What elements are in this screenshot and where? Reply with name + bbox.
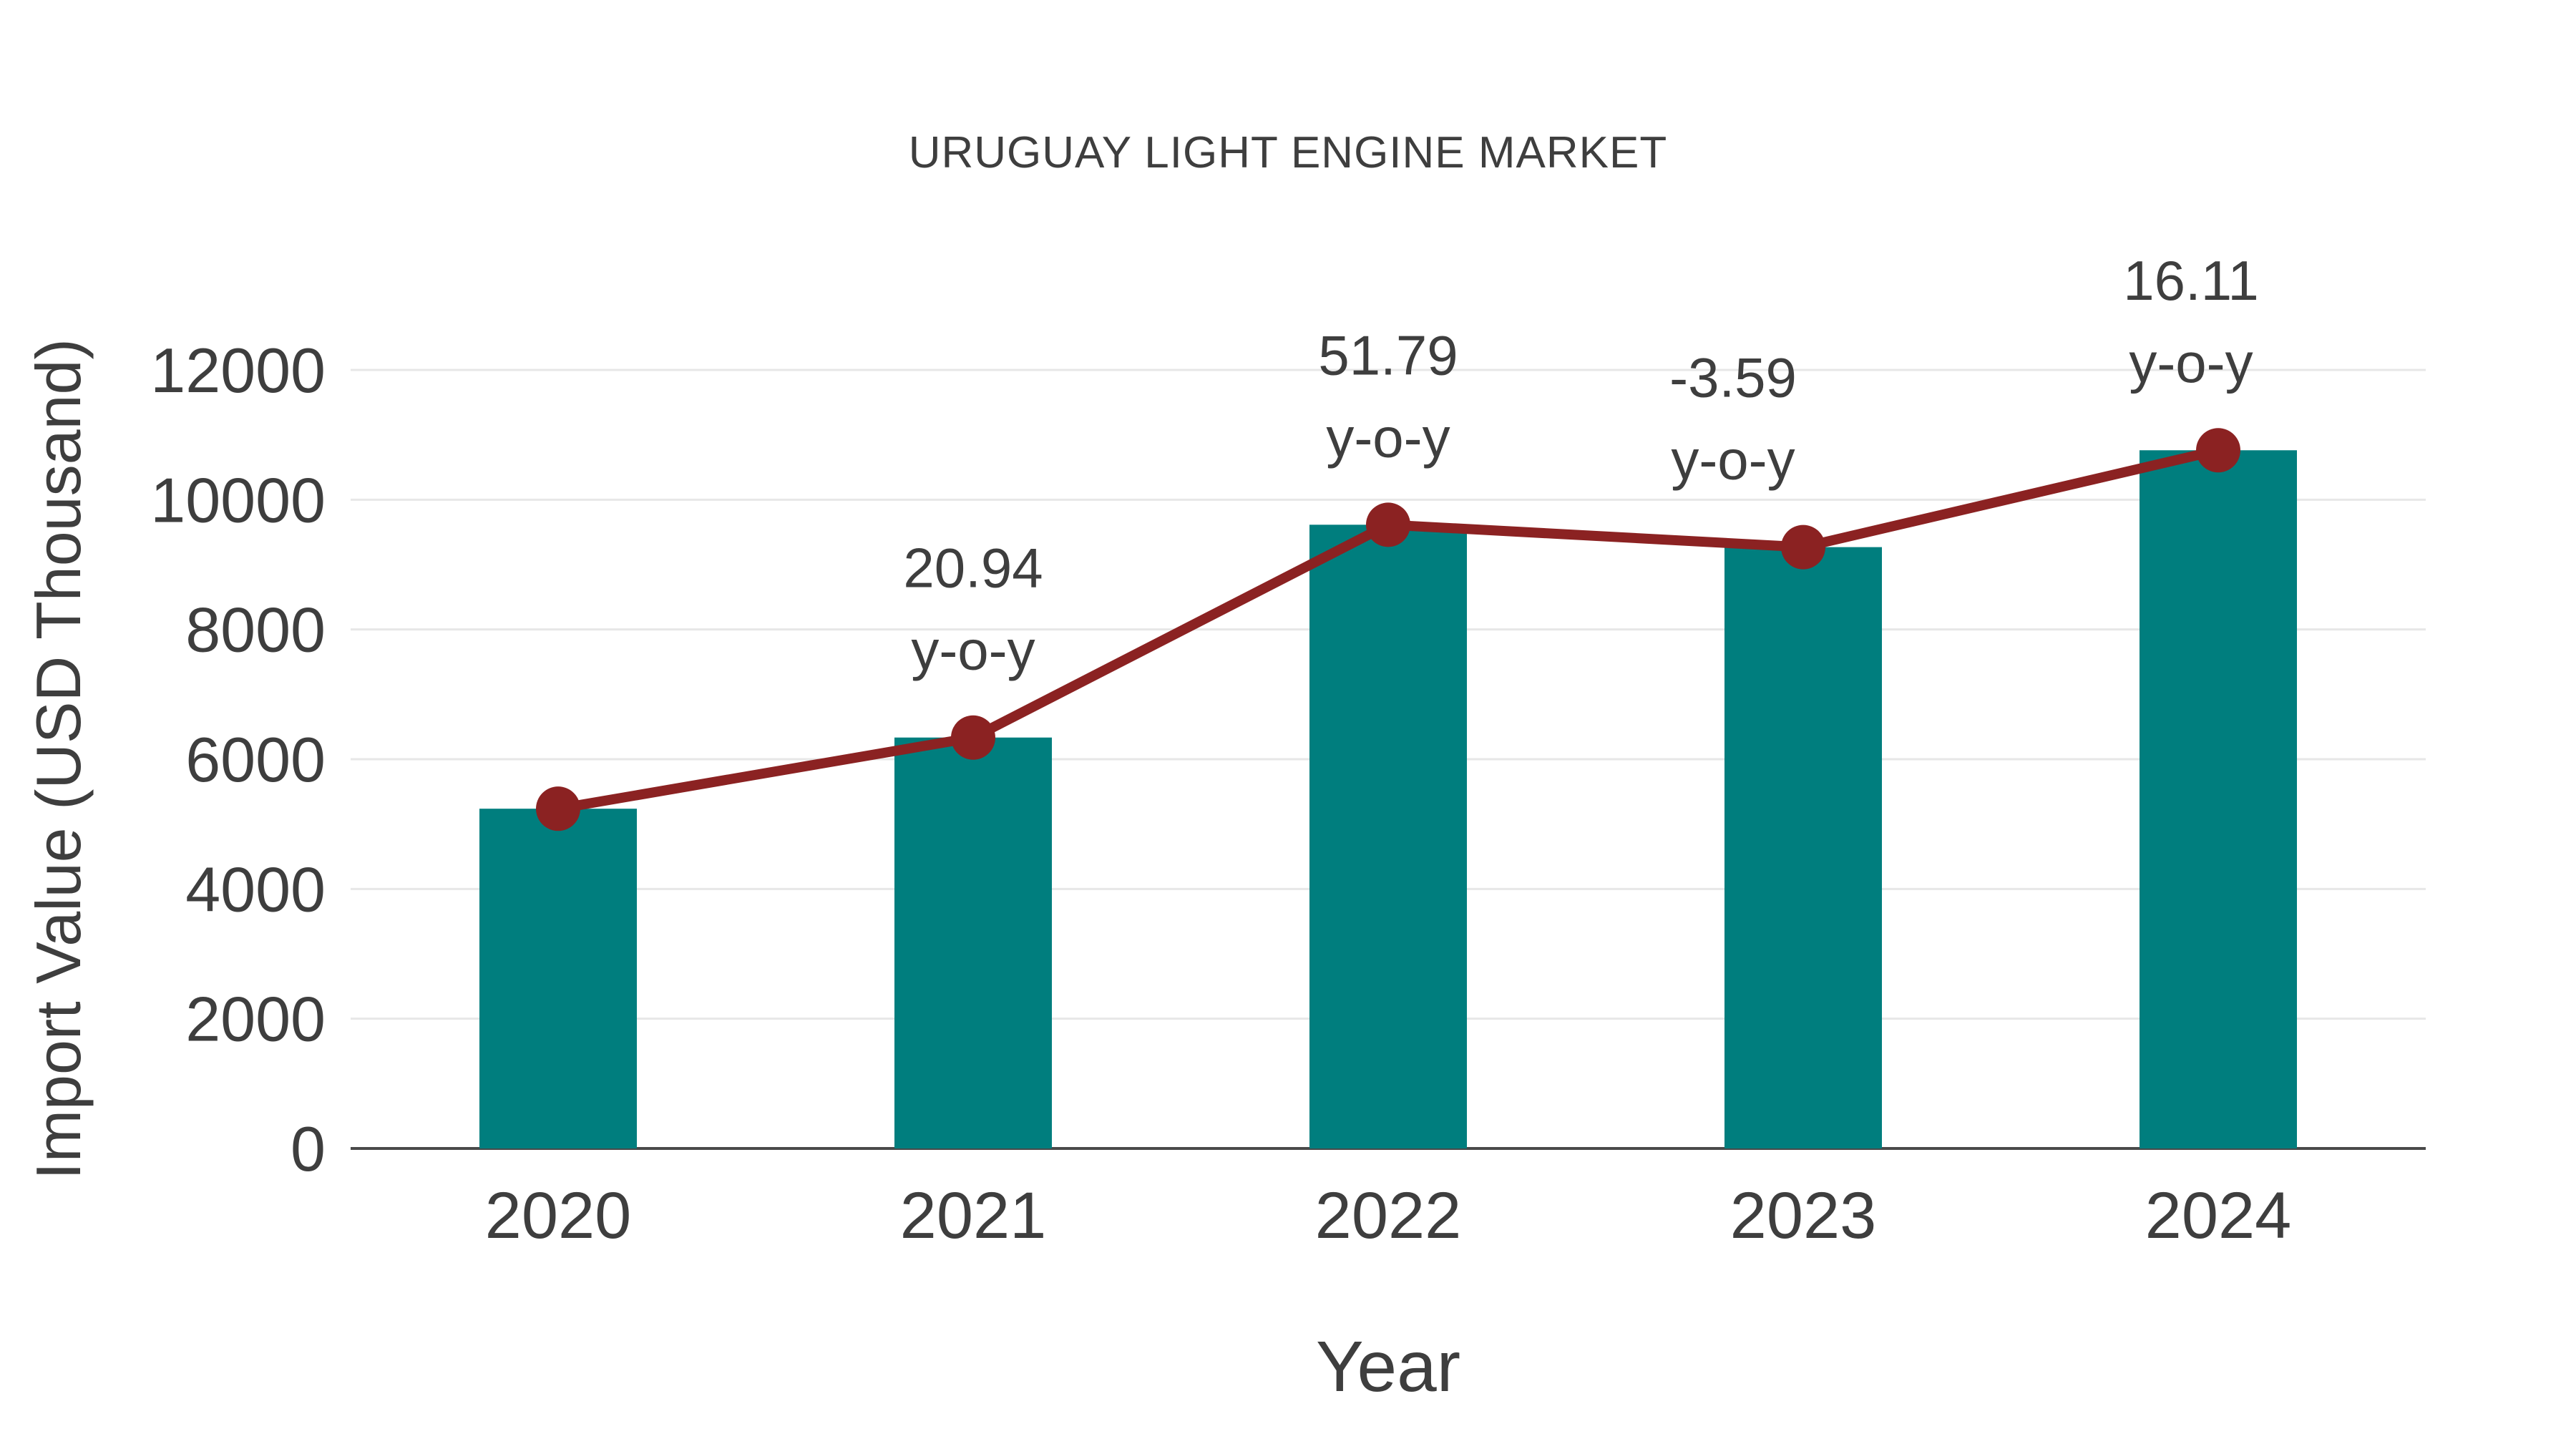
x-tick-label-2020: 2020 <box>485 1179 632 1252</box>
data-point-marker-2020 <box>536 786 580 831</box>
y-tick-label-2000: 2000 <box>185 984 326 1055</box>
annotation-unit-2022: y-o-y <box>1326 406 1450 469</box>
annotation-unit-2021: y-o-y <box>911 619 1035 682</box>
annotation-unit-2023: y-o-y <box>1671 429 1795 492</box>
x-tick-label-2023: 2023 <box>1730 1179 1877 1252</box>
bar-2022 <box>1309 525 1467 1148</box>
annotation-value-2024: 16.11 <box>2123 249 2258 312</box>
annotation-value-2021: 20.94 <box>903 537 1043 600</box>
data-point-marker-2022 <box>1366 502 1410 547</box>
bar-2023 <box>1724 547 1882 1148</box>
x-tick-label-2024: 2024 <box>2145 1179 2292 1252</box>
y-tick-label-4000: 4000 <box>185 854 326 924</box>
chart-title: URUGUAY LIGHT ENGINE MARKET <box>908 128 1668 177</box>
x-axis-title: Year <box>1315 1327 1461 1407</box>
bar-2020 <box>479 809 637 1148</box>
bar-2021 <box>894 737 1052 1148</box>
bar-2024 <box>2140 450 2297 1148</box>
y-tick-label-8000: 8000 <box>185 595 326 665</box>
y-tick-label-0: 0 <box>291 1113 326 1184</box>
y-tick-label-6000: 6000 <box>185 724 326 795</box>
x-tick-label-2021: 2021 <box>900 1179 1047 1252</box>
annotation-value-2022: 51.79 <box>1318 323 1458 386</box>
y-tick-label-10000: 10000 <box>150 464 326 535</box>
data-point-marker-2024 <box>2196 428 2240 473</box>
data-point-marker-2023 <box>1781 525 1825 570</box>
x-tick-label-2022: 2022 <box>1315 1179 1462 1252</box>
data-point-marker-2021 <box>951 715 995 760</box>
y-axis-title: Import Value (USD Thousand) <box>23 338 94 1180</box>
annotation-unit-2024: y-o-y <box>2129 331 2253 394</box>
y-tick-label-12000: 12000 <box>150 335 326 406</box>
annotation-value-2023: -3.59 <box>1669 346 1797 409</box>
